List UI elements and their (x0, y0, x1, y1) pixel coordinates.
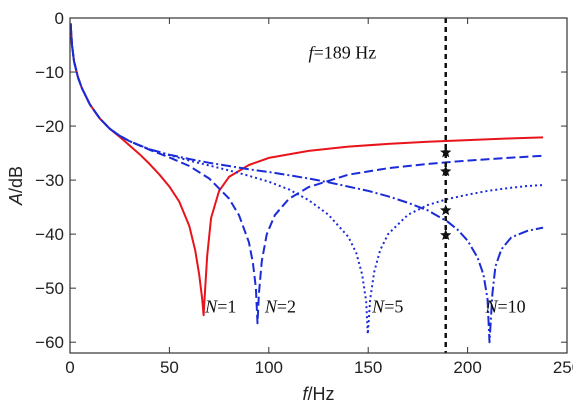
y-tick-label: −20 (35, 117, 64, 136)
annotation-italic: N (371, 296, 385, 316)
y-tick-label: −40 (35, 225, 64, 244)
x-axis-label: f/Hz (302, 384, 334, 404)
annotation-rest: =10 (498, 296, 526, 316)
x-axis-label-rest: /Hz (308, 384, 335, 404)
series-line-n-5 (70, 23, 544, 336)
annotation-rest: =5 (384, 296, 403, 316)
y-axis-label-rest: /dB (6, 166, 26, 193)
plot-frame (69, 17, 568, 354)
annotation-rest: =189 Hz (314, 43, 377, 63)
x-tick-label: 100 (255, 358, 283, 377)
annotation-rest: =1 (217, 296, 236, 316)
series-line-n-10 (70, 23, 544, 344)
x-tick-label: 50 (160, 358, 179, 377)
y-tick-label: 0 (55, 9, 64, 28)
series-line-n-1 (70, 23, 544, 317)
y-axis-label: A/dB (6, 166, 26, 206)
series-group (70, 23, 544, 344)
star-marker-2 (440, 165, 452, 177)
annotation-4: N=5 (371, 296, 403, 316)
y-tick-label: −50 (35, 279, 64, 298)
annotation-1: f=189 Hz (309, 43, 377, 63)
annotation-2: N=1 (204, 296, 236, 316)
y-tick-label: −30 (35, 171, 64, 190)
ticks-group: 0 50 100 150 200 250 0 −10 −20 −30 −40 −50 −60 (35, 9, 573, 377)
annotation-rest: =2 (277, 296, 296, 316)
x-tick-label: 250 (553, 358, 573, 377)
x-tick-label: 0 (65, 358, 74, 377)
x-tick-label: 150 (354, 358, 382, 377)
annotation-italic: f (309, 43, 317, 63)
x-axis-label-italic: f (302, 384, 309, 404)
series-line-n-2 (70, 23, 544, 325)
annotation-5: N=10 (484, 296, 525, 316)
annotation-italic: N (264, 296, 278, 316)
y-tick-label: −60 (35, 333, 64, 352)
annotations-group: f=189 HzN=1 N=2 N=5 N=10 (204, 43, 525, 317)
star-marker-3 (440, 204, 452, 216)
annotation-italic: N (204, 296, 218, 316)
y-tick-label: −10 (35, 63, 64, 82)
annotation-3: N=2 (264, 296, 296, 316)
annotation-italic: N (484, 296, 498, 316)
star-marker-4 (440, 229, 452, 241)
x-tick-label: 200 (453, 358, 481, 377)
y-axis-label-italic: A (6, 193, 26, 206)
axes-group (69, 17, 568, 354)
star-marker-1 (440, 146, 452, 158)
